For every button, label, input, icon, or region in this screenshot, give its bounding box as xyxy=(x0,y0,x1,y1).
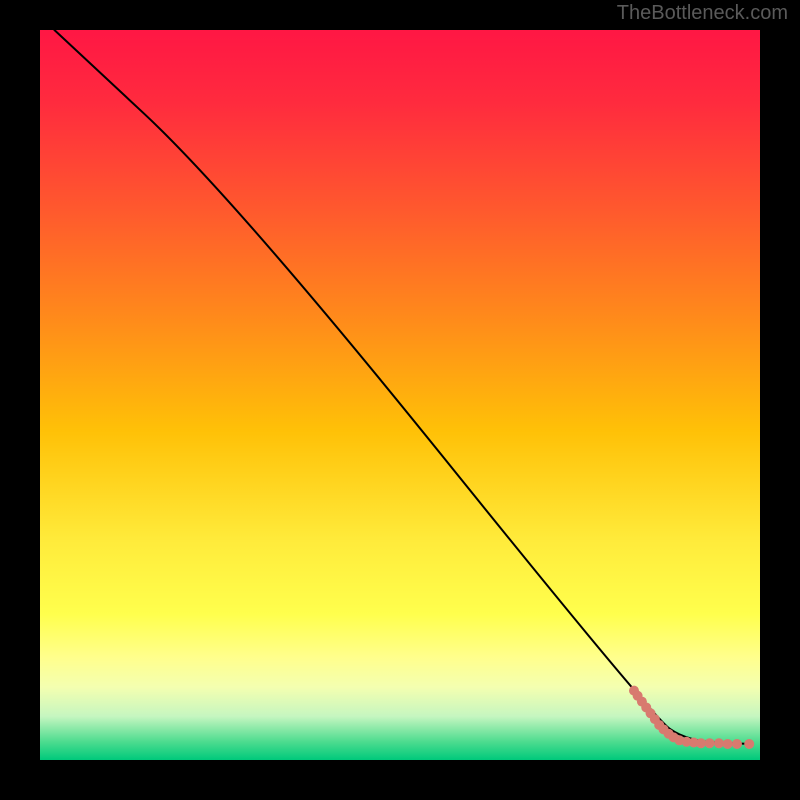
chart-background xyxy=(40,30,760,760)
data-point xyxy=(732,739,742,749)
data-point xyxy=(696,738,706,748)
chart-svg xyxy=(40,30,760,760)
data-point xyxy=(723,739,733,749)
data-point xyxy=(744,739,754,749)
watermark-text: TheBottleneck.com xyxy=(617,2,788,25)
plot-area xyxy=(40,30,760,760)
data-point xyxy=(705,738,715,748)
chart-container: TheBottleneck.com xyxy=(0,0,800,800)
data-point xyxy=(714,738,724,748)
